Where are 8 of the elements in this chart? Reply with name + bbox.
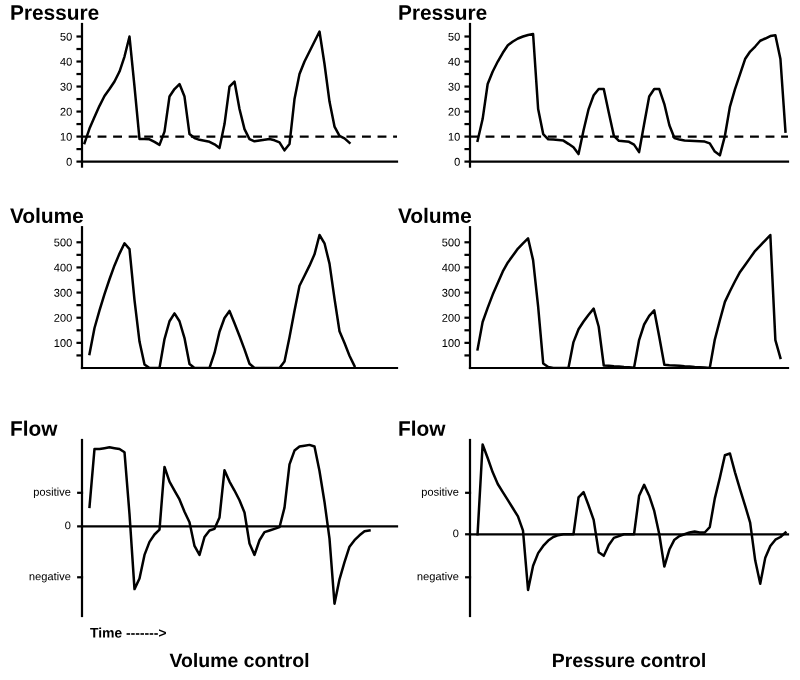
chart-title: Volume — [398, 207, 471, 224]
chart-title: Pressure — [11, 5, 99, 20]
chart-title: Volume — [10, 207, 83, 224]
text: Volume control — [169, 652, 309, 668]
chart-title: Flow — [11, 420, 58, 436]
chart-title: Flow — [399, 420, 446, 436]
text: Pressure control — [553, 652, 705, 668]
chart-title: Pressure — [399, 5, 487, 20]
